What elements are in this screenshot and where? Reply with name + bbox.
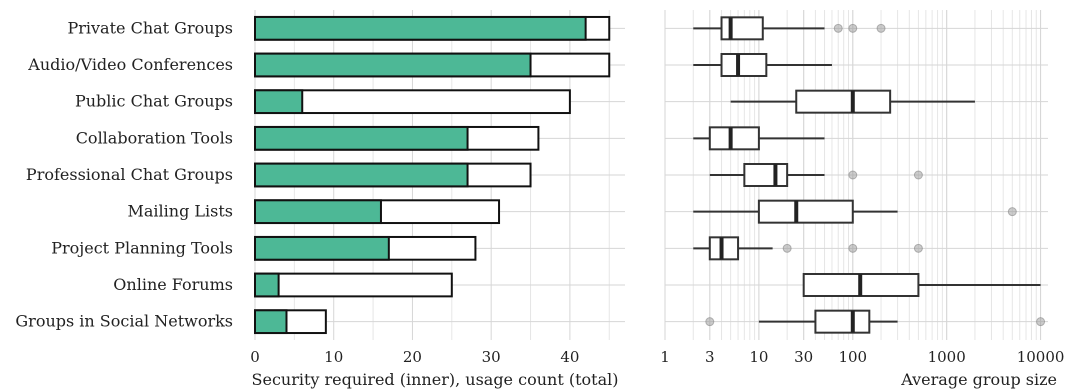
x-tick-label: 1000 xyxy=(928,348,966,366)
x-tick-label: 30 xyxy=(482,348,501,366)
iqr-box xyxy=(757,199,854,224)
outlier-point xyxy=(913,243,923,253)
outlier-point xyxy=(705,317,715,327)
category-label: Professional Chat Groups xyxy=(26,165,233,184)
category-label: Online Forums xyxy=(113,275,233,294)
security-required-bar xyxy=(254,309,288,335)
iqr-box xyxy=(708,126,760,151)
iqr-box xyxy=(708,236,740,261)
x-tick-label: 1 xyxy=(660,348,670,366)
iqr-box xyxy=(720,53,768,77)
outlier-point xyxy=(782,243,792,253)
boxplot-x-axis-label: Average group size xyxy=(900,370,1057,389)
bar-chart-panel: 0 10 20 30 40 Security required (inner), usa… xyxy=(250,10,625,389)
security-required-bar xyxy=(254,89,304,115)
outlier-point xyxy=(833,23,843,33)
security-required-bar xyxy=(254,15,587,41)
bar-chart-bars xyxy=(254,15,611,335)
security-required-bar xyxy=(254,162,469,188)
outlier-point xyxy=(913,170,923,180)
category-label: Private Chat Groups xyxy=(67,18,233,37)
outlier-point xyxy=(876,23,886,33)
iqr-box xyxy=(814,309,871,334)
security-required-bar xyxy=(254,199,382,225)
usage-count-bar xyxy=(254,272,453,298)
x-tick-label: 30 xyxy=(794,348,813,366)
outlier-point xyxy=(848,170,858,180)
x-tick-label: 40 xyxy=(560,348,579,366)
security-required-bar xyxy=(254,125,469,151)
outlier-point xyxy=(1036,317,1046,327)
outlier-point xyxy=(848,243,858,253)
x-tick-label: 3 xyxy=(705,348,715,366)
security-required-bar xyxy=(254,52,532,78)
x-tick-label: 100 xyxy=(838,348,867,366)
boxplot-x-ticks: 1 3 10 30 100 1000 10000 xyxy=(660,348,1064,366)
x-tick-label: 20 xyxy=(403,348,422,366)
outlier-point xyxy=(848,23,858,33)
category-label: Public Chat Groups xyxy=(75,92,233,111)
category-label: Audio/Video Conferences xyxy=(27,55,233,74)
outlier-point xyxy=(1007,207,1017,217)
category-label: Project Planning Tools xyxy=(51,238,233,257)
category-label: Groups in Social Networks xyxy=(15,312,233,331)
x-tick-label: 10 xyxy=(749,348,768,366)
bar-chart-x-axis-label: Security required (inner), usage count (… xyxy=(252,370,619,389)
category-label: Mailing Lists xyxy=(128,202,234,221)
boxplot-panel: 1 3 10 30 100 1000 10000 Average group size xyxy=(660,10,1064,389)
bar-chart-x-ticks: 0 10 20 30 40 xyxy=(250,348,579,366)
category-label: Collaboration Tools xyxy=(76,128,233,147)
category-labels: Private Chat Groups Audio/Video Conferenc… xyxy=(15,18,233,330)
security-required-bar xyxy=(254,235,390,261)
x-tick-label: 10 xyxy=(324,348,343,366)
iqr-box xyxy=(743,163,789,187)
security-required-bar xyxy=(254,272,280,298)
iqr-box xyxy=(720,16,764,41)
boxplot-boxes xyxy=(693,16,1046,334)
x-tick-label: 10000 xyxy=(1017,348,1065,366)
iqr-box xyxy=(795,89,892,114)
x-tick-label: 0 xyxy=(250,348,260,366)
